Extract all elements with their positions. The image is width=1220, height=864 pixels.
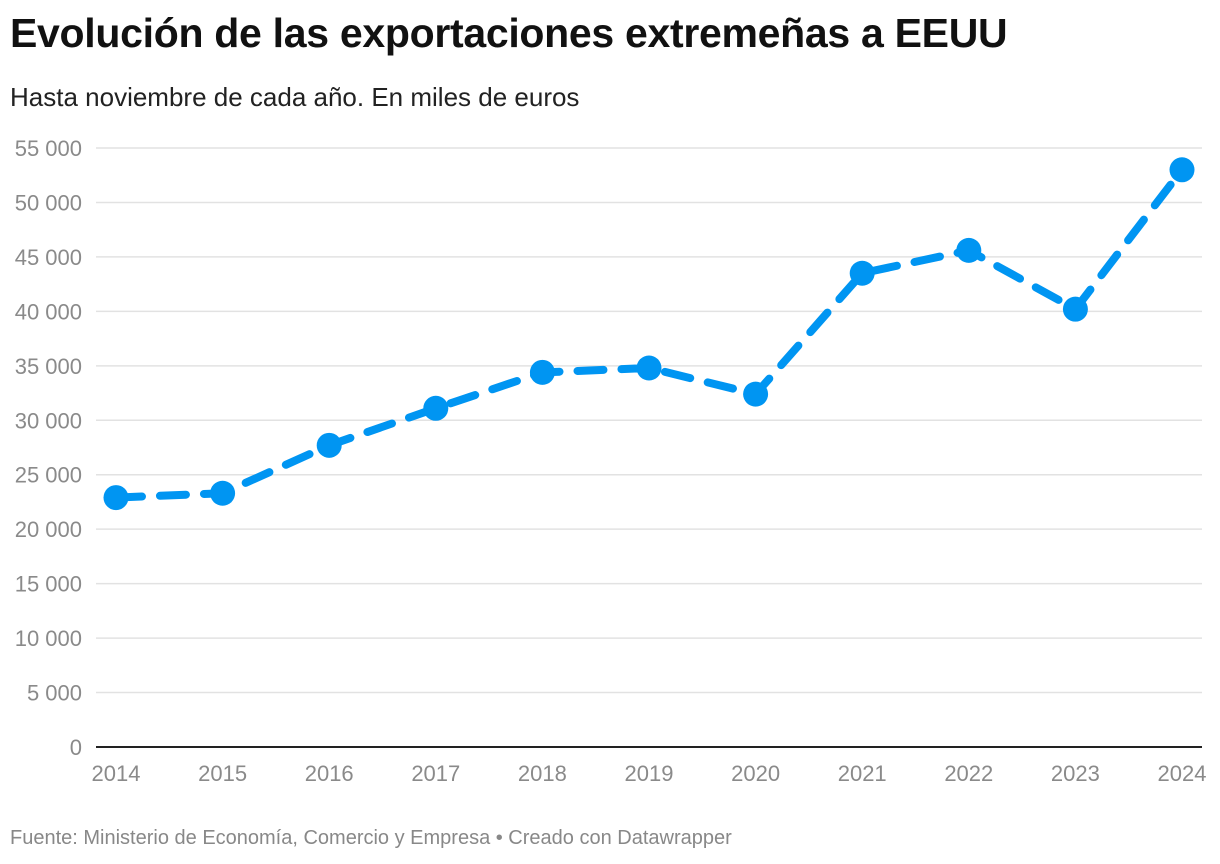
chart-subtitle: Hasta noviembre de cada año. En miles de… <box>10 82 580 112</box>
data-point-2024 <box>1169 157 1195 183</box>
x-tick-label: 2022 <box>944 761 993 786</box>
x-tick-label: 2024 <box>1158 761 1207 786</box>
y-tick-label: 5 000 <box>27 681 82 706</box>
y-tick-label: 0 <box>70 735 82 760</box>
x-tick-label: 2020 <box>731 761 780 786</box>
x-tick-label: 2014 <box>92 761 141 786</box>
data-point-2022 <box>956 237 982 263</box>
data-point-2021 <box>849 260 875 286</box>
y-tick-label: 15 000 <box>15 572 82 597</box>
y-tick-label: 25 000 <box>15 463 82 488</box>
gridlines <box>96 147 1202 694</box>
data-point-2016 <box>316 432 342 458</box>
data-point-2014 <box>103 485 129 511</box>
data-point-2019 <box>636 355 662 381</box>
series-points <box>103 157 1195 511</box>
source-footer: Fuente: Ministerio de Economía, Comercio… <box>10 827 732 849</box>
data-point-2023 <box>1062 296 1088 322</box>
y-tick-label: 30 000 <box>15 408 82 433</box>
y-tick-label: 50 000 <box>15 190 82 215</box>
x-axis-ticks: 2014 2015 2016 2017 2018 2019 2020 2021 2022 2023… <box>92 761 1207 786</box>
chart-title: Evolución de las exportaciones extremeña… <box>10 10 1008 56</box>
y-tick-label: 40 000 <box>15 299 82 324</box>
x-tick-label: 2019 <box>625 761 674 786</box>
y-tick-label: 20 000 <box>15 517 82 542</box>
x-tick-label: 2021 <box>838 761 887 786</box>
data-point-2020 <box>743 381 769 407</box>
x-tick-label: 2015 <box>198 761 247 786</box>
x-tick-label: 2017 <box>411 761 460 786</box>
y-tick-label: 55 000 <box>15 136 82 161</box>
data-point-2018 <box>529 359 555 385</box>
x-tick-label: 2016 <box>305 761 354 786</box>
y-tick-label: 45 000 <box>15 245 82 270</box>
y-tick-label: 10 000 <box>15 626 82 651</box>
x-tick-label: 2018 <box>518 761 567 786</box>
y-tick-label: 35 000 <box>15 354 82 379</box>
data-point-2017 <box>423 395 449 421</box>
y-axis-ticks: 0 5 000 10 000 15 000 20 000 25 000 30 000 35 0… <box>15 136 82 760</box>
x-tick-label: 2023 <box>1051 761 1100 786</box>
data-point-2015 <box>210 480 236 506</box>
series-line <box>112 165 1186 502</box>
